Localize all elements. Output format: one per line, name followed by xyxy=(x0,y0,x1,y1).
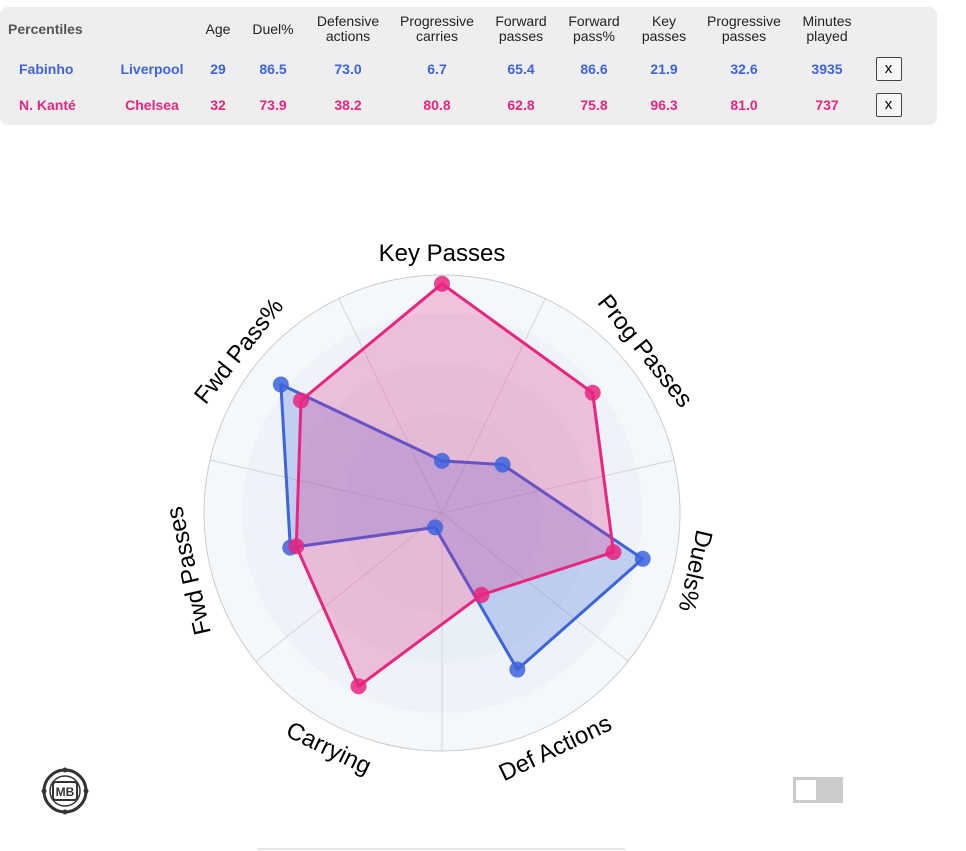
percentiles-table: Percentiles Age Duel% Defensive actions P… xyxy=(0,7,916,123)
radar-spoke xyxy=(338,298,443,514)
header-duel-pct: Duel% xyxy=(252,20,294,37)
data-point xyxy=(288,538,305,555)
axis-label: Duels% xyxy=(673,527,718,614)
radar-spoke xyxy=(441,512,629,662)
prog-passes-cell: 81.0 xyxy=(730,97,758,113)
data-point xyxy=(605,544,622,561)
comparison-table-panel: Percentiles Age Duel% Defensive actions P… xyxy=(0,7,937,125)
axis-label: Key Passes xyxy=(379,240,506,267)
data-point xyxy=(634,550,651,567)
fwd-passes-cell: 65.4 xyxy=(507,61,535,77)
radar-spoke xyxy=(209,459,443,514)
data-point xyxy=(292,392,309,409)
remove-cell: x xyxy=(861,51,916,87)
logo-text: MB xyxy=(56,785,75,799)
view-toggle[interactable] xyxy=(793,777,843,803)
age-cell: 32 xyxy=(210,97,226,113)
data-point xyxy=(434,452,450,469)
series-area xyxy=(294,282,615,688)
fwd-passes-cell: 62.8 xyxy=(507,97,535,113)
mb-logo: MB xyxy=(41,767,89,820)
header-defensive-actions: Defensive actions xyxy=(316,13,380,44)
key-passes-cell: 96.3 xyxy=(650,97,678,113)
player-name: Fabinho xyxy=(19,61,74,77)
radar-spoke xyxy=(441,459,675,514)
radar-spoke xyxy=(441,298,546,514)
prog-carries-cell: 6.7 xyxy=(427,61,447,77)
header-key-passes: Key passes xyxy=(641,13,687,44)
team-name: Chelsea xyxy=(125,97,179,113)
data-point xyxy=(434,275,450,292)
toggle-knob xyxy=(796,780,816,800)
team-name: Liverpool xyxy=(120,61,184,77)
key-passes-cell: 21.9 xyxy=(650,61,678,77)
duel-pct-cell: 73.9 xyxy=(259,97,287,113)
header-progressive-passes: Progressive passes xyxy=(707,13,781,44)
def-actions-cell: 38.2 xyxy=(334,97,362,113)
prog-carries-cell: 80.8 xyxy=(423,97,451,113)
table-row: N. Kanté Chelsea 32 73.9 38.2 80.8 62.8 … xyxy=(0,87,916,123)
fwd-pass-pct-cell: 86.6 xyxy=(580,61,608,77)
data-point xyxy=(272,376,289,393)
minutes-cell: 3935 xyxy=(811,61,843,77)
header-percentiles: Percentiles xyxy=(8,20,83,37)
remove-cell: x xyxy=(861,87,916,123)
data-point xyxy=(494,456,511,473)
data-point xyxy=(584,384,601,401)
table-header-row: Percentiles Age Duel% Defensive actions P… xyxy=(0,7,916,51)
remove-player-button[interactable]: x xyxy=(875,57,902,81)
minutes-cell: 737 xyxy=(815,97,839,113)
data-point xyxy=(473,586,490,603)
header-progressive-carries: Progressive carries xyxy=(400,13,474,44)
divider xyxy=(257,848,625,850)
player-name: N. Kanté xyxy=(19,97,76,113)
header-forward-passes: Forward passes xyxy=(495,13,547,44)
duel-pct-cell: 86.5 xyxy=(259,61,287,77)
data-point xyxy=(350,678,367,695)
remove-player-button[interactable]: x xyxy=(875,93,902,117)
radar-spoke xyxy=(255,512,443,662)
data-point xyxy=(509,661,526,678)
age-cell: 29 xyxy=(210,61,226,77)
header-age: Age xyxy=(205,20,231,37)
header-minutes-played: Minutes played xyxy=(802,13,852,44)
def-actions-cell: 73.0 xyxy=(334,61,362,77)
fwd-pass-pct-cell: 75.8 xyxy=(580,97,608,113)
prog-passes-cell: 32.6 xyxy=(730,61,758,77)
table-row: Fabinho Liverpool 29 86.5 73.0 6.7 65.4 … xyxy=(0,51,916,87)
data-point xyxy=(427,519,444,536)
header-forward-pass-pct: Forward pass% xyxy=(568,13,620,44)
